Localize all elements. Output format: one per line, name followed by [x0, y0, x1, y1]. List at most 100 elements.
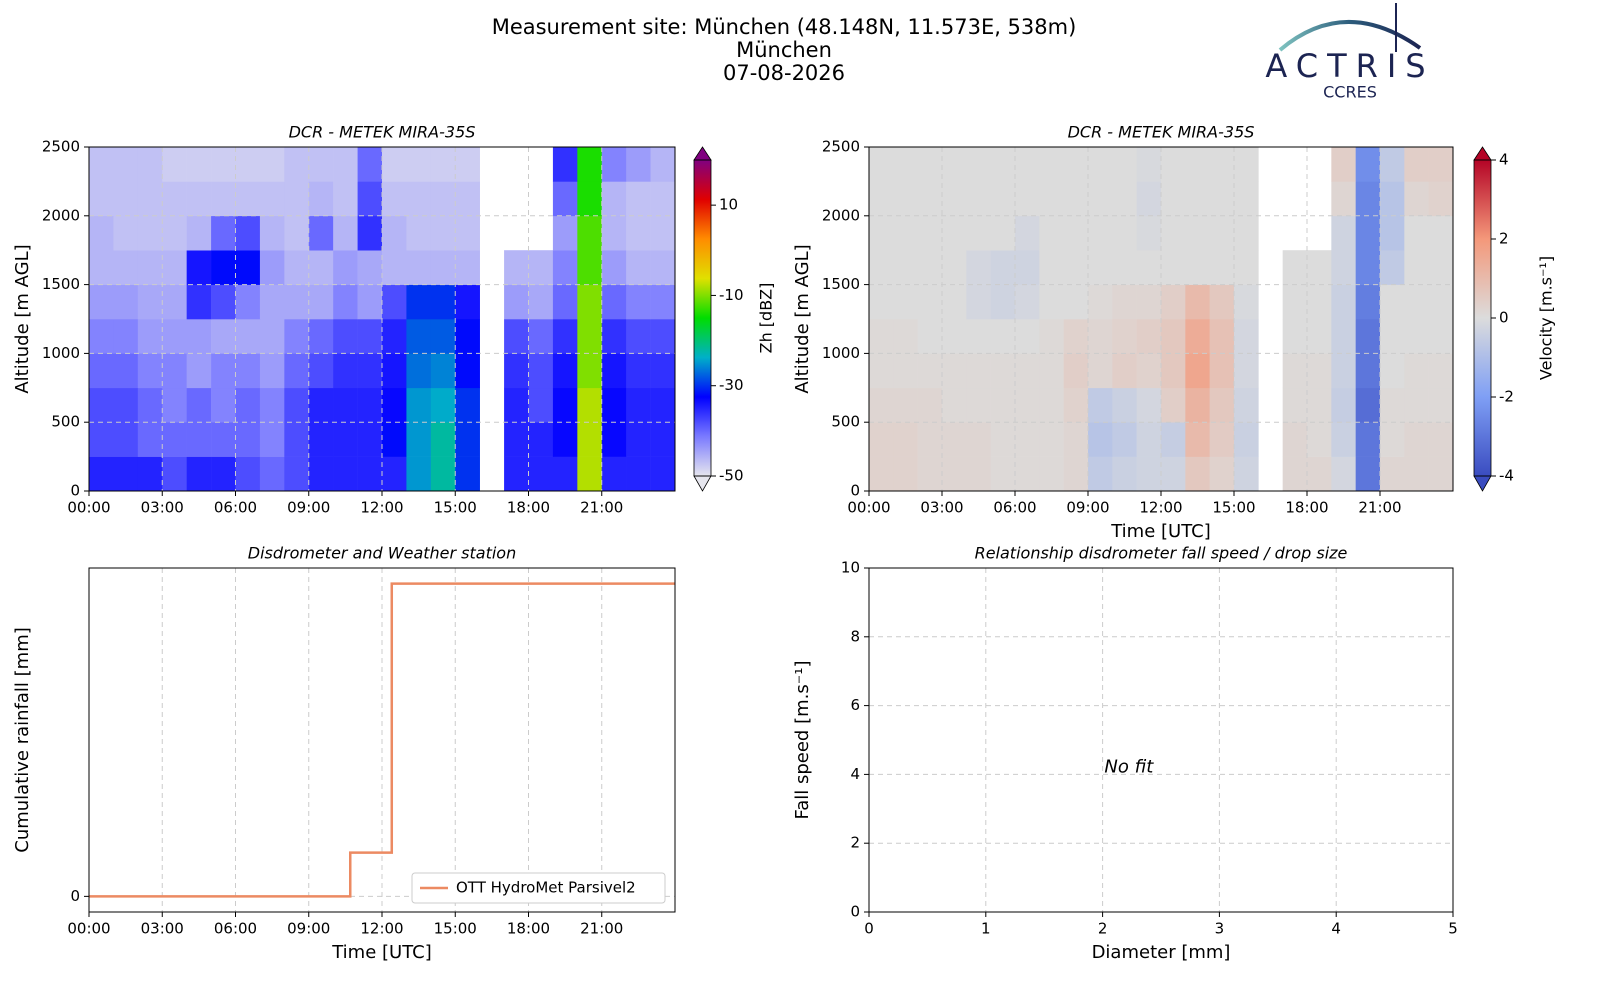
heatmap-cell [917, 147, 943, 182]
heatmap-cell [552, 353, 578, 389]
colorbar [694, 160, 711, 476]
legend-label: OTT HydroMet Parsivel2 [456, 879, 636, 897]
heatmap-cell [455, 181, 480, 217]
heatmap-cell [333, 147, 358, 182]
x-tick-label: 12:00 [360, 920, 403, 938]
heatmap-cell [893, 215, 918, 251]
heatmap-cell [1307, 284, 1332, 320]
heatmap-cell [601, 147, 627, 182]
heatmap-cell [308, 353, 334, 389]
figure-subtitle: München [736, 38, 832, 62]
heatmap-cell [406, 456, 432, 492]
heatmap-cell [552, 181, 578, 217]
heatmap-cell [577, 387, 603, 423]
annotation: No fit [1104, 757, 1154, 778]
heatmap-cell [504, 456, 529, 492]
heatmap-cell [1088, 147, 1113, 182]
heatmap-cell [601, 319, 627, 354]
heatmap-cell [113, 319, 139, 354]
heatmap-cell [869, 284, 894, 320]
heatmap-cell [917, 181, 943, 217]
x-tick-label: 3 [1215, 920, 1225, 938]
heatmap-cell [990, 215, 1016, 251]
heatmap-cell [1039, 284, 1064, 320]
heatmap-cell [211, 147, 236, 182]
heatmap-cell [1234, 422, 1259, 457]
y-tick-label: 1500 [42, 275, 80, 293]
heatmap-cell [333, 250, 358, 285]
colorbar-label: Velocity [m.s⁻¹] [1537, 256, 1556, 380]
heatmap-cell [1355, 250, 1381, 285]
heatmap-cell [357, 250, 383, 285]
heatmap-cell [1428, 284, 1454, 320]
x-tick-label: 1 [981, 920, 991, 938]
heatmap-cell [1209, 215, 1235, 251]
heatmap-cell [1209, 181, 1235, 217]
heatmap-cell [1404, 215, 1429, 251]
heatmap-cell [577, 250, 603, 285]
heatmap-cell [1282, 319, 1308, 354]
heatmap-cell [430, 353, 456, 389]
x-tick-label: 15:00 [1212, 499, 1255, 517]
heatmap-cell [211, 353, 236, 389]
heatmap-cell [235, 284, 261, 320]
heatmap-cell [430, 387, 456, 423]
x-tick-label: 00:00 [67, 920, 110, 938]
heatmap-cell [430, 215, 456, 251]
heatmap-cell [1307, 250, 1332, 285]
heatmap-cell [1355, 147, 1381, 182]
heatmap-cell [1088, 215, 1113, 251]
heatmap-cell [1307, 319, 1332, 354]
heatmap-cell [1428, 181, 1454, 217]
heatmap-cell [990, 387, 1016, 423]
heatmap-cell [308, 181, 334, 217]
heatmap-cell [333, 456, 358, 492]
x-tick-label: 09:00 [287, 499, 330, 517]
axes-frame [88, 146, 676, 492]
heatmap-cell [259, 284, 285, 320]
heatmap-cell [406, 353, 432, 389]
heatmap-cell [1039, 353, 1064, 389]
heatmap-cell [942, 353, 967, 389]
heatmap-cell [577, 353, 603, 389]
heatmap-cell [1185, 284, 1210, 320]
heatmap-cell [89, 181, 114, 217]
heatmap-cell [308, 319, 334, 354]
heatmap-cell [1136, 215, 1162, 251]
heatmap-cell [1063, 250, 1089, 285]
heatmap-cell [626, 147, 651, 182]
heatmap-cell [1136, 250, 1162, 285]
heatmap-cell [893, 456, 918, 492]
y-tick-label: 2 [850, 834, 860, 852]
heatmap-cell [650, 319, 676, 354]
heatmap-cell [942, 250, 967, 285]
heatmap-cell [1112, 319, 1137, 354]
heatmap-cell [1404, 422, 1429, 457]
heatmap-cell [869, 353, 894, 389]
heatmap-cell [1404, 319, 1429, 354]
heatmap-cell [186, 422, 212, 457]
heatmap-cell [942, 215, 967, 251]
heatmap-cell [406, 215, 432, 251]
colorbar-extend [693, 146, 712, 161]
heatmap-cell [1234, 284, 1259, 320]
heatmap-cell [430, 319, 456, 354]
heatmap-cell [1161, 387, 1186, 423]
heatmap-cell [455, 250, 480, 285]
heatmap-cell [1088, 422, 1113, 457]
y-tick-label: 0 [850, 903, 860, 921]
heatmap-cell [308, 250, 334, 285]
heatmap-cell [528, 319, 554, 354]
heatmap-cell [1112, 387, 1137, 423]
x-tick-label: 21:00 [1358, 499, 1401, 517]
heatmap-cell [1234, 456, 1259, 492]
heatmap-cell [162, 422, 187, 457]
heatmap-cell [528, 353, 554, 389]
heatmap-cell [966, 250, 991, 285]
heatmap-cell [211, 181, 236, 217]
heatmap-cell [577, 147, 603, 182]
heatmap-cell [990, 147, 1016, 182]
heatmap-cell [89, 147, 114, 182]
